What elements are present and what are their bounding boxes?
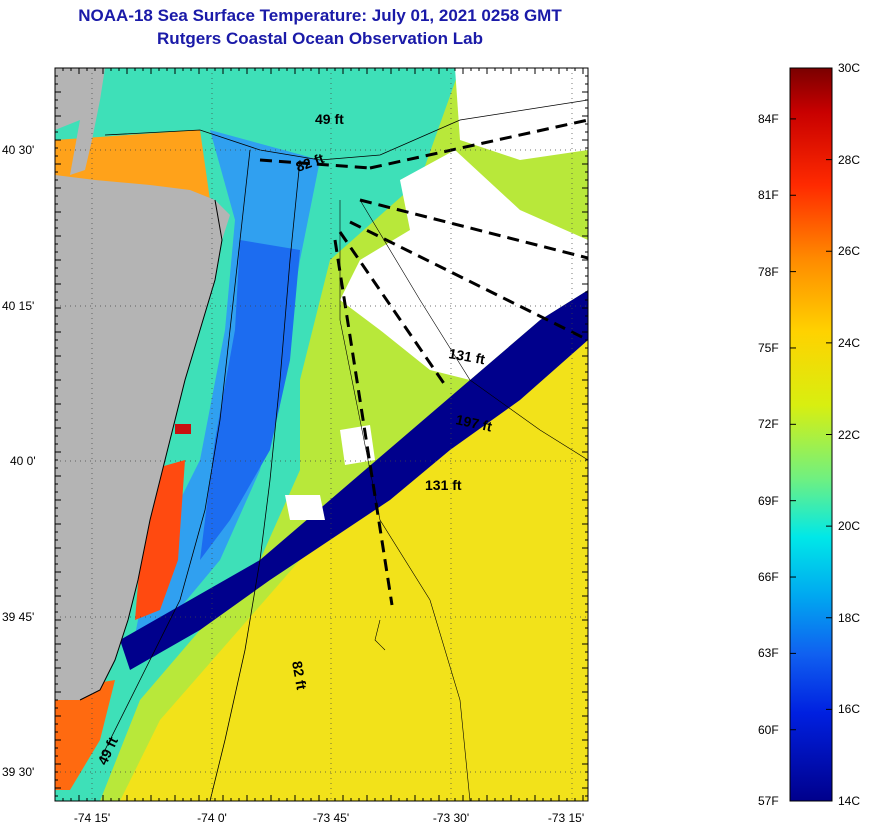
axis-ticks <box>54 67 588 801</box>
map-frame <box>54 67 589 802</box>
celsius-label: 30C <box>838 61 861 75</box>
lon-label: -74 15' <box>74 811 110 825</box>
shipping-lanes <box>259 118 588 606</box>
celsius-label: 16C <box>838 702 861 717</box>
graticule <box>55 68 588 801</box>
fahrenheit-label: 84F <box>758 111 779 126</box>
bathymetry-contour <box>209 159 301 801</box>
bathymetry-contour <box>99 149 251 761</box>
fahrenheit-label: 57F <box>758 794 779 808</box>
shoreline <box>79 199 223 701</box>
lat-label: 40 15' <box>2 299 34 313</box>
bathymetry-contour <box>374 619 386 651</box>
fahrenheit-label: 78F <box>758 264 779 279</box>
lon-label: -73 45' <box>313 811 349 825</box>
depth-label: 49 ft <box>315 111 344 127</box>
celsius-label: 24C <box>838 335 861 350</box>
land-area <box>55 68 105 175</box>
lon-label: -74 0' <box>197 811 227 825</box>
depth-label: 131 ft <box>425 477 462 493</box>
lat-label: 39 30' <box>2 765 34 779</box>
fahrenheit-label: 75F <box>758 340 779 355</box>
depth-label: 197 ft <box>454 411 493 434</box>
depth-label: 82 ft <box>289 660 310 691</box>
celsius-label: 18C <box>838 610 861 625</box>
celsius-label: 22C <box>838 427 861 442</box>
sst-colorbar <box>789 67 833 802</box>
lon-label: -73 30' <box>433 811 469 825</box>
map-title: NOAA-18 Sea Surface Temperature: July 01… <box>78 6 562 25</box>
colorbar-ticks <box>790 67 832 802</box>
cloud-region <box>285 495 325 520</box>
bathymetry-contour <box>359 199 588 461</box>
fahrenheit-label: 63F <box>758 646 779 661</box>
celsius-label: 28C <box>838 152 861 167</box>
cool-core-region <box>200 240 300 560</box>
lat-label: 39 45' <box>2 610 34 624</box>
fahrenheit-label: 69F <box>758 493 779 508</box>
fahrenheit-label: 81F <box>758 188 779 203</box>
hot-pixel <box>175 424 191 434</box>
cloud-region <box>340 425 375 465</box>
cloud-region <box>340 150 588 380</box>
lon-label: -73 15' <box>548 811 584 825</box>
cold-filament <box>120 290 588 670</box>
map-field <box>55 68 588 801</box>
land-area <box>55 175 230 700</box>
fahrenheit-label: 72F <box>758 417 779 432</box>
bathymetry-contour <box>339 200 471 801</box>
celsius-label: 20C <box>838 519 861 534</box>
bathymetry-contour <box>104 99 588 161</box>
lat-label: 40 30' <box>2 143 34 157</box>
depth-label: 131 ft <box>447 345 486 367</box>
map-subtitle: Rutgers Coastal Ocean Observation Lab <box>157 29 483 48</box>
cloud-region <box>455 68 588 160</box>
fahrenheit-label: 66F <box>758 570 779 585</box>
celsius-label: 14C <box>838 794 861 808</box>
warm-coastal-strip <box>55 680 115 790</box>
fahrenheit-label: 60F <box>758 722 779 737</box>
lat-label: 40 0' <box>10 454 36 468</box>
celsius-label: 26C <box>838 244 861 259</box>
